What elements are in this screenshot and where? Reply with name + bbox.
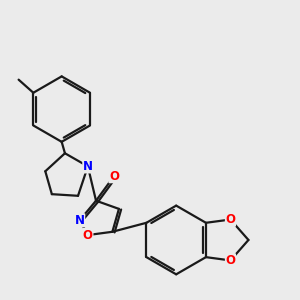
Text: O: O: [226, 213, 236, 226]
Text: N: N: [83, 160, 93, 173]
Text: O: O: [109, 170, 119, 183]
Text: O: O: [226, 254, 236, 267]
Text: N: N: [75, 214, 85, 227]
Text: O: O: [83, 229, 93, 242]
